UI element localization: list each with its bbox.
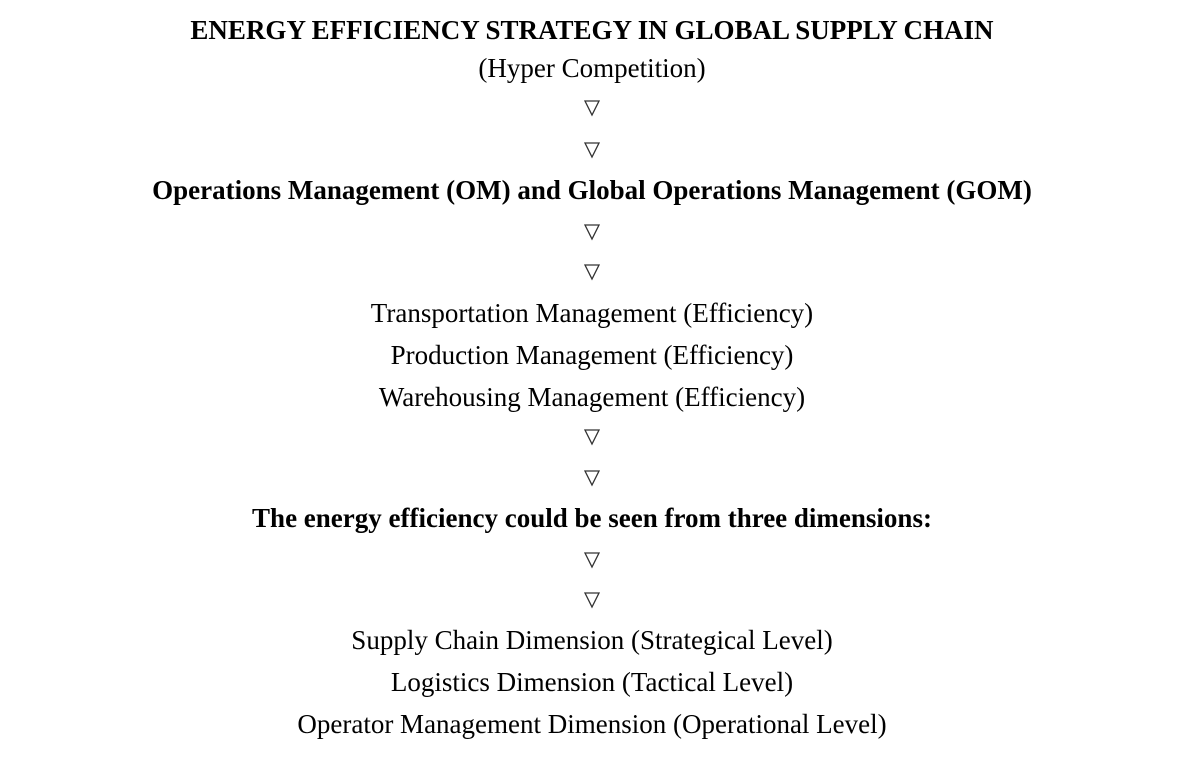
item: Warehousing Management (Efficiency) [378,382,806,412]
heading: Operations Management (OM) and Global Op… [152,175,1032,205]
item: Supply Chain Dimension (Strategical Leve… [351,625,833,655]
arrow [583,552,601,569]
subtitle: (Hyper Competition) [478,53,706,83]
title: ENERGY EFFICIENCY STRATEGY IN GLOBAL SUP… [190,15,994,45]
heading: The energy efficiency could be seen from… [252,503,932,533]
arrow [583,224,601,241]
item: Logistics Dimension (Tactical Level) [390,667,794,697]
arrow [583,470,601,487]
arrow [583,429,601,446]
arrow [583,100,601,117]
arrow [583,264,601,281]
arrow [583,592,601,609]
item: Production Management (Efficiency) [390,340,794,370]
arrow [583,142,601,159]
item: Transportation Management (Efficiency) [370,298,814,328]
item: Operator Management Dimension (Operation… [297,709,887,739]
